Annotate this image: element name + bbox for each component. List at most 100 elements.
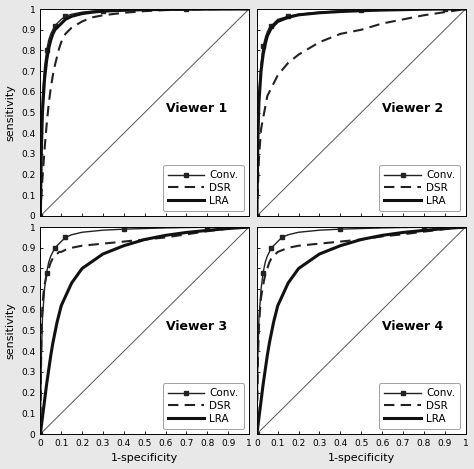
LRA	[275, 303, 281, 309]
Conv.	[358, 8, 364, 13]
DSR	[285, 245, 291, 250]
LRA	[442, 6, 447, 12]
Conv.	[317, 227, 322, 233]
Conv.	[225, 224, 231, 230]
DSR	[306, 45, 312, 51]
Conv.	[421, 225, 427, 230]
X-axis label: 1-specificity: 1-specificity	[328, 454, 395, 463]
Legend: Conv., DSR, LRA: Conv., DSR, LRA	[163, 383, 244, 429]
Conv.	[260, 270, 266, 275]
DSR	[63, 247, 68, 253]
DSR	[285, 60, 291, 66]
Conv.	[90, 8, 95, 14]
LRA	[258, 68, 264, 74]
Conv.	[246, 6, 252, 12]
DSR	[50, 255, 56, 261]
LRA	[264, 353, 270, 358]
DSR	[296, 52, 301, 57]
Conv.	[258, 287, 264, 292]
Conv.	[275, 16, 281, 22]
Line: DSR: DSR	[40, 9, 249, 216]
DSR	[358, 237, 364, 242]
DSR	[337, 31, 343, 37]
LRA	[260, 382, 266, 387]
LRA	[52, 330, 58, 335]
DSR	[271, 253, 276, 259]
LRA	[225, 6, 231, 12]
LRA	[56, 23, 62, 29]
DSR	[42, 282, 47, 288]
LRA	[358, 8, 364, 14]
Conv.	[263, 35, 268, 41]
LRA	[317, 251, 322, 257]
Conv.	[266, 25, 272, 30]
DSR	[46, 101, 52, 107]
Conv.	[48, 31, 54, 37]
DSR	[296, 243, 301, 249]
Line: DSR: DSR	[257, 227, 465, 434]
DSR	[317, 241, 322, 246]
LRA	[46, 45, 52, 51]
DSR	[204, 228, 210, 234]
DSR	[442, 9, 447, 15]
Conv.	[254, 431, 260, 437]
DSR	[379, 234, 385, 239]
LRA	[56, 311, 62, 317]
Conv.	[285, 232, 291, 238]
Conv.	[183, 225, 189, 230]
LRA	[255, 135, 261, 140]
LRA	[463, 224, 468, 230]
LRA	[379, 233, 385, 238]
Conv.	[337, 227, 343, 232]
DSR	[50, 73, 56, 78]
DSR	[58, 249, 64, 255]
DSR	[246, 6, 252, 12]
LRA	[38, 423, 44, 429]
DSR	[463, 6, 468, 12]
LRA	[260, 52, 266, 57]
Legend: Conv., DSR, LRA: Conv., DSR, LRA	[379, 165, 460, 211]
DSR	[264, 93, 270, 99]
DSR	[142, 8, 147, 14]
Conv.	[58, 239, 64, 244]
LRA	[142, 237, 147, 242]
Y-axis label: sensitivity: sensitivity	[6, 302, 16, 359]
Conv.	[258, 60, 264, 66]
LRA	[58, 303, 64, 309]
Conv.	[296, 229, 301, 235]
Conv.	[100, 8, 106, 13]
DSR	[40, 303, 46, 309]
Conv.	[225, 6, 231, 12]
DSR	[317, 39, 322, 45]
Conv.	[337, 8, 343, 14]
Text: Viewer 4: Viewer 4	[382, 320, 443, 333]
LRA	[256, 415, 262, 420]
Conv.	[63, 234, 68, 240]
LRA	[271, 23, 276, 29]
Conv.	[46, 259, 52, 265]
Line: LRA: LRA	[257, 9, 465, 216]
LRA	[42, 398, 47, 404]
LRA	[54, 25, 60, 30]
LRA	[40, 415, 46, 420]
Conv.	[285, 14, 291, 19]
Conv.	[40, 315, 46, 321]
DSR	[37, 213, 43, 219]
DSR	[225, 6, 231, 12]
LRA	[255, 423, 261, 429]
LRA	[37, 213, 43, 219]
Text: Viewer 3: Viewer 3	[165, 320, 227, 333]
DSR	[442, 227, 447, 232]
DSR	[79, 243, 85, 249]
Conv.	[38, 353, 44, 358]
Line: LRA: LRA	[257, 227, 465, 434]
DSR	[121, 10, 127, 15]
Conv.	[56, 19, 62, 24]
LRA	[421, 227, 427, 233]
Conv.	[40, 93, 46, 99]
LRA	[54, 319, 60, 325]
LRA	[40, 110, 46, 115]
Line: DSR: DSR	[257, 9, 465, 216]
DSR	[63, 31, 68, 37]
LRA	[421, 7, 427, 12]
